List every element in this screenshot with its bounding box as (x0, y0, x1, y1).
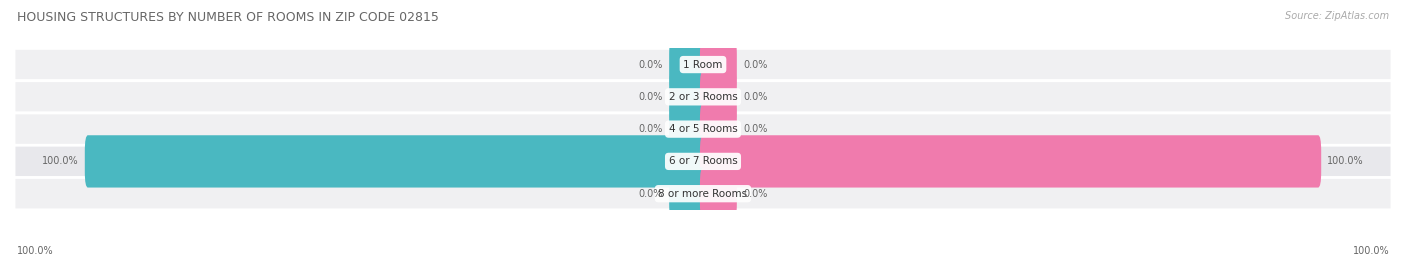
FancyBboxPatch shape (14, 48, 1392, 81)
Text: 0.0%: 0.0% (742, 59, 768, 70)
FancyBboxPatch shape (669, 168, 706, 220)
FancyBboxPatch shape (700, 103, 737, 155)
FancyBboxPatch shape (14, 145, 1392, 178)
FancyBboxPatch shape (700, 71, 737, 123)
Text: 100.0%: 100.0% (42, 156, 79, 167)
FancyBboxPatch shape (14, 113, 1392, 145)
FancyBboxPatch shape (14, 81, 1392, 113)
FancyBboxPatch shape (700, 38, 737, 91)
FancyBboxPatch shape (700, 168, 737, 220)
FancyBboxPatch shape (669, 38, 706, 91)
Text: 8 or more Rooms: 8 or more Rooms (658, 189, 748, 199)
Text: 0.0%: 0.0% (638, 189, 664, 199)
Text: 2 or 3 Rooms: 2 or 3 Rooms (669, 92, 737, 102)
FancyBboxPatch shape (669, 71, 706, 123)
FancyBboxPatch shape (14, 178, 1392, 210)
Text: 0.0%: 0.0% (638, 124, 664, 134)
Text: 0.0%: 0.0% (742, 92, 768, 102)
Text: 1 Room: 1 Room (683, 59, 723, 70)
Text: 0.0%: 0.0% (742, 124, 768, 134)
Text: 6 or 7 Rooms: 6 or 7 Rooms (669, 156, 737, 167)
FancyBboxPatch shape (669, 103, 706, 155)
Text: 100.0%: 100.0% (1353, 246, 1389, 256)
Text: 0.0%: 0.0% (742, 189, 768, 199)
Text: 0.0%: 0.0% (638, 92, 664, 102)
FancyBboxPatch shape (84, 135, 706, 187)
Text: 100.0%: 100.0% (1327, 156, 1364, 167)
FancyBboxPatch shape (700, 135, 1322, 187)
Text: 4 or 5 Rooms: 4 or 5 Rooms (669, 124, 737, 134)
Text: HOUSING STRUCTURES BY NUMBER OF ROOMS IN ZIP CODE 02815: HOUSING STRUCTURES BY NUMBER OF ROOMS IN… (17, 11, 439, 24)
Text: Source: ZipAtlas.com: Source: ZipAtlas.com (1285, 11, 1389, 21)
Text: 0.0%: 0.0% (638, 59, 664, 70)
Text: 100.0%: 100.0% (17, 246, 53, 256)
